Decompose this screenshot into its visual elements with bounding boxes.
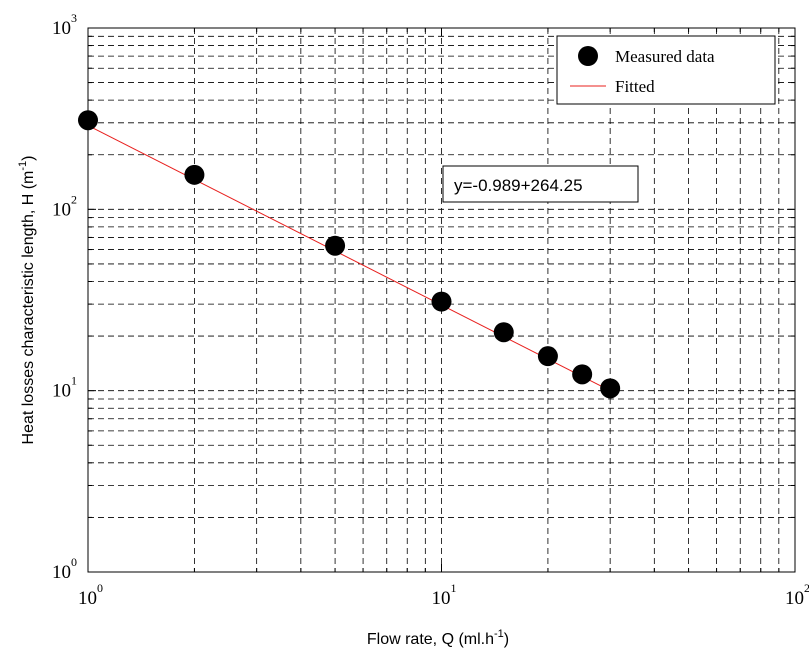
x-tick-label-exponent: 1 (451, 581, 457, 595)
y-tick-label-exponent: 0 (71, 555, 77, 569)
measured-data-point (537, 346, 558, 367)
legend-label-measured: Measured data (615, 47, 715, 66)
y-tick-label-exponent: 1 (71, 374, 77, 388)
measured-data-point (572, 364, 593, 385)
x-tick-label: 102 (785, 581, 809, 609)
y-tick-label: 101 (52, 374, 77, 402)
y-tick-label-exponent: 2 (71, 192, 77, 206)
x-tick-label-exponent: 2 (804, 581, 809, 595)
y-axis-label: Heat losses characteristic length, H (m-… (17, 156, 37, 445)
y-tick-label-base: 10 (52, 18, 71, 39)
legend-marker-measured (578, 46, 598, 66)
series-layer (78, 110, 621, 399)
fitted-line (87, 125, 611, 392)
legend-label-fitted: Fitted (615, 77, 655, 96)
measured-data-point (600, 378, 621, 399)
y-tick-label-base: 10 (52, 562, 71, 583)
x-tick-label-base: 10 (432, 588, 451, 609)
y-tick-label: 102 (52, 192, 77, 220)
measured-data-point (325, 235, 346, 256)
x-tick-label: 100 (78, 581, 103, 609)
measured-data-point (78, 110, 98, 131)
measured-data-point (493, 322, 514, 343)
legend: Measured data Fitted (556, 35, 776, 105)
y-tick-label: 103 (52, 11, 77, 39)
x-tick-label-base: 10 (785, 588, 804, 609)
measured-data-point (184, 164, 205, 185)
tick-marks (88, 28, 795, 572)
grid-lines (88, 28, 795, 572)
x-tick-label-exponent: 0 (97, 581, 103, 595)
x-axis-label: Flow rate, Q (ml.h-1) (367, 628, 509, 648)
equation-box (442, 165, 639, 203)
y-tick-label-base: 10 (52, 381, 71, 402)
legend-box (556, 35, 776, 105)
measured-data-point (431, 291, 452, 312)
x-tick-labels: 100 101 102 (78, 581, 809, 609)
y-tick-label-exponent: 3 (71, 11, 77, 25)
equation-text: y=-0.989+264.25 (454, 176, 583, 195)
x-tick-label: 101 (432, 581, 457, 609)
y-tick-label: 100 (52, 555, 77, 583)
y-tick-label-base: 10 (52, 199, 71, 220)
x-tick-label-base: 10 (78, 588, 97, 609)
fit-equation-annotation: y=-0.989+264.25 (442, 165, 639, 203)
